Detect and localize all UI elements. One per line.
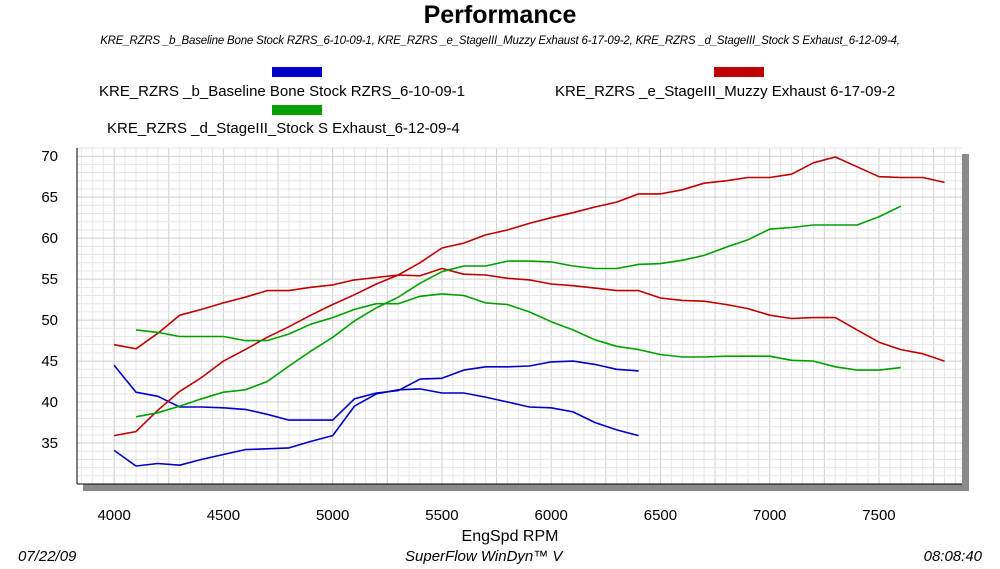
- footer-date: 07/22/09: [18, 548, 77, 565]
- legend-label-muzzy: KRE_RZRS _e_StageIII_Muzzy Exhaust 6-17-…: [555, 83, 896, 100]
- chart-title: Performance: [423, 1, 577, 29]
- plot-area: [77, 148, 962, 484]
- footer-time: 08:08:40: [923, 548, 982, 565]
- x-tick-label: 6500: [644, 507, 677, 524]
- x-tick-label: 5000: [316, 507, 349, 524]
- legend-label-baseline: KRE_RZRS _b_Baseline Bone Stock RZRS_6-1…: [99, 83, 466, 100]
- x-tick-label: 4500: [207, 507, 240, 524]
- x-tick-label: 7000: [753, 507, 786, 524]
- y-tick-label: 35: [41, 435, 58, 452]
- series-line-2-0: [135, 205, 902, 418]
- legend-label-stock-s: KRE_RZRS _d_StageIII_Stock S Exhaust_6-1…: [107, 120, 460, 137]
- plot-shadow-bottom: [83, 484, 969, 491]
- y-tick-label: 45: [41, 353, 58, 370]
- x-tick-label: 5500: [425, 507, 458, 524]
- footer-software: SuperFlow WinDyn™ V: [405, 548, 563, 565]
- y-tick-label: 60: [41, 230, 58, 247]
- legend-swatch-stock-s: [272, 105, 322, 115]
- series-line-0-0: [113, 388, 639, 467]
- legend-swatch-baseline: [272, 67, 322, 77]
- x-tick-label: 7500: [862, 507, 895, 524]
- series-line-0-1: [113, 360, 639, 421]
- x-axis-label: EngSpd RPM: [462, 528, 559, 545]
- series-line-1-0: [113, 156, 945, 437]
- y-tick-label: 40: [41, 394, 58, 411]
- x-tick-label: 6000: [534, 507, 567, 524]
- series-line-1-1: [113, 267, 945, 362]
- plot-shadow-right: [962, 154, 969, 491]
- y-tick-label: 65: [41, 189, 58, 206]
- legend-swatch-muzzy: [714, 67, 764, 77]
- y-tick-label: 50: [41, 312, 58, 329]
- y-tick-label: 70: [41, 148, 58, 165]
- chart-subtitle: KRE_RZRS _b_Baseline Bone Stock RZRS_6-1…: [100, 35, 900, 47]
- series-line-2-1: [135, 293, 901, 371]
- x-tick-label: 4000: [97, 507, 130, 524]
- y-tick-label: 55: [41, 271, 58, 288]
